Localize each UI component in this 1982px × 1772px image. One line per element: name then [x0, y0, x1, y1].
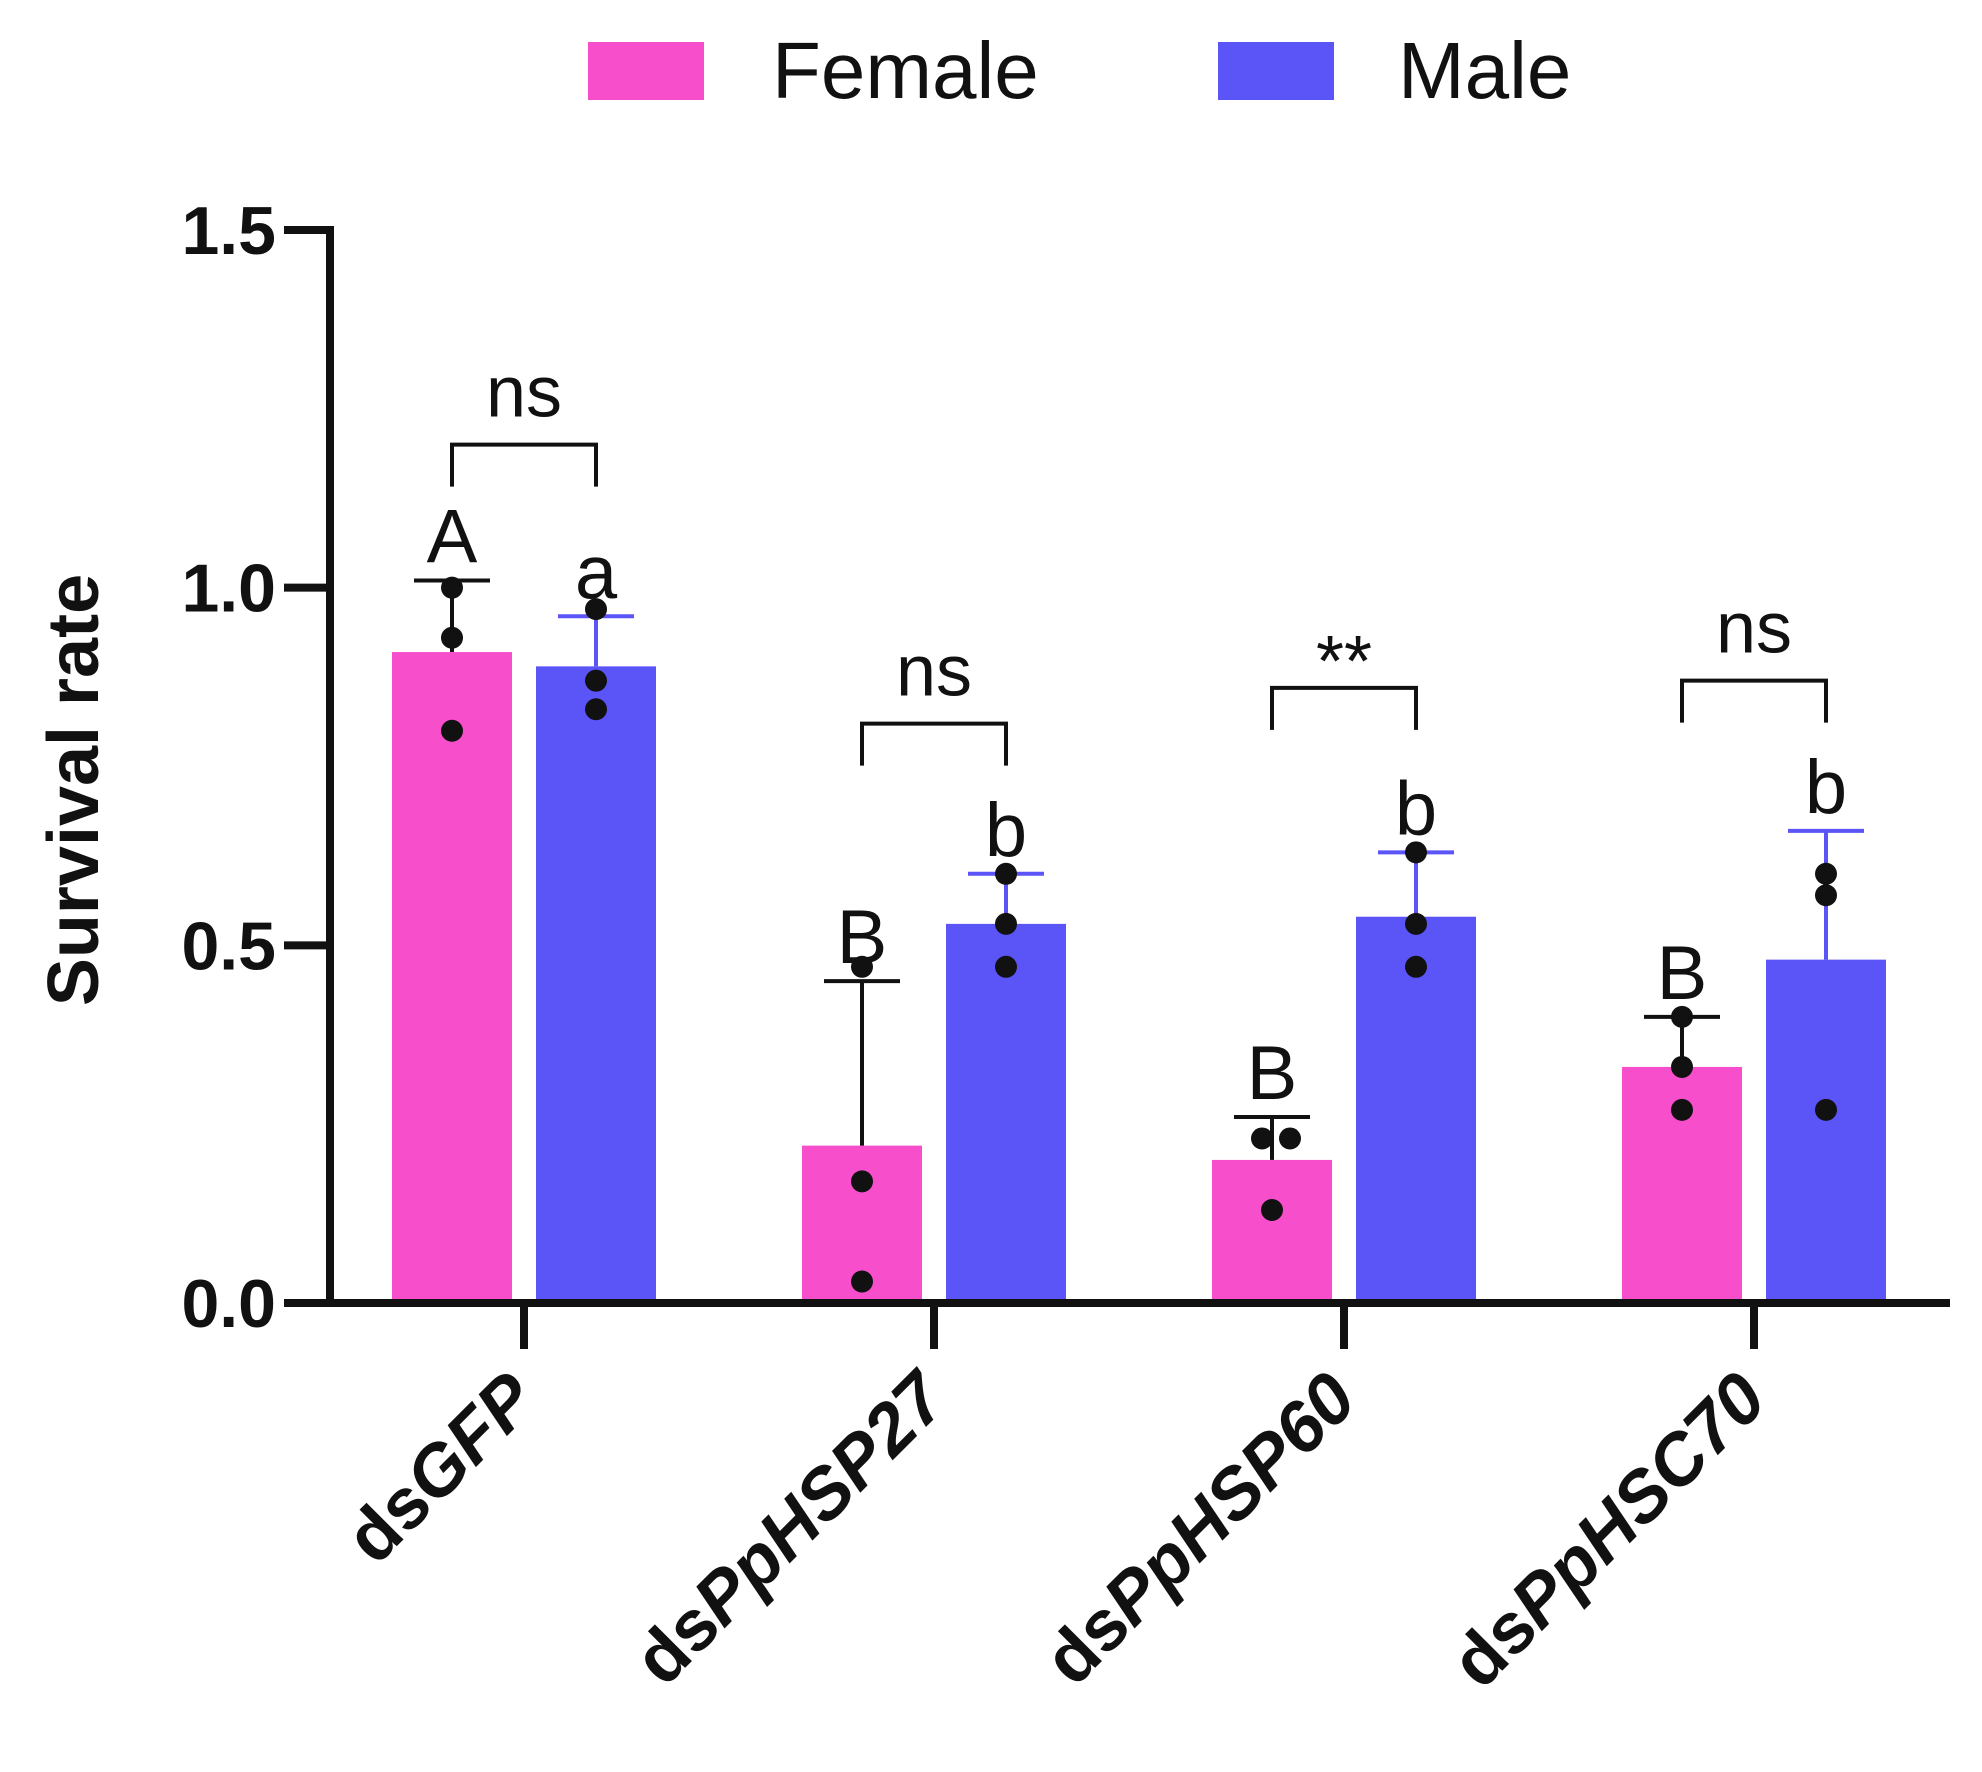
x-category-gene: PpHSP60	[1088, 1358, 1371, 1641]
bars	[392, 652, 1886, 1299]
data-point-male	[995, 955, 1017, 978]
data-point-female	[1251, 1127, 1273, 1150]
bar-male	[1766, 959, 1886, 1299]
letter-label-male: b	[1395, 766, 1437, 851]
bar-male	[1356, 916, 1476, 1299]
legend-label-male: Male	[1398, 26, 1571, 115]
data-point-female	[1261, 1199, 1283, 1222]
x-category-label: dsPpHSP27	[619, 1356, 963, 1700]
legend-swatch-female	[588, 42, 704, 100]
data-point-male	[585, 669, 607, 692]
data-point-male	[1405, 955, 1427, 978]
y-axis: 0.0 0.5 1.0 1.5	[181, 193, 334, 1342]
x-axis	[326, 1299, 1950, 1349]
significance-bracket	[1270, 685, 1418, 730]
group-letters: A B B Ba b b b	[427, 495, 1847, 1117]
significance-brackets: ns ns ** ns	[450, 353, 1828, 766]
significance-label: ns	[1716, 589, 1792, 669]
significance-bracket	[450, 442, 598, 487]
data-point-female	[1671, 1005, 1693, 1028]
x-category-gene: PpHSP27	[678, 1356, 963, 1641]
letter-label-female: B	[1247, 1031, 1298, 1116]
data-point-female	[441, 576, 463, 599]
x-category-label: dsPpHSP60	[1029, 1358, 1371, 1700]
legend: Female Male	[588, 26, 1571, 115]
bar-female	[392, 652, 512, 1299]
data-point-female	[441, 719, 463, 742]
y-tick-label: 1.0	[181, 551, 276, 627]
data-point-female	[441, 626, 463, 649]
y-tick-label: 1.5	[181, 193, 276, 269]
data-point-male	[585, 698, 607, 721]
data-point-male	[995, 912, 1017, 935]
data-point-male	[1815, 1098, 1837, 1121]
data-point-male	[1405, 841, 1427, 864]
y-tick-label: 0.0	[181, 1266, 276, 1342]
y-axis-label: Survival rate	[34, 574, 114, 1006]
data-points	[441, 576, 1837, 1293]
x-category-gene: PpHSC70	[1496, 1358, 1782, 1644]
data-point-male	[1405, 912, 1427, 935]
x-category-label: dsPpHSC70	[1436, 1358, 1781, 1703]
significance-label: **	[1316, 622, 1372, 702]
bar-male	[946, 923, 1066, 1299]
legend-label-female: Female	[772, 26, 1039, 115]
significance-bracket	[1680, 678, 1828, 723]
legend-swatch-male	[1218, 42, 1334, 100]
significance-label: ns	[486, 353, 562, 433]
letter-label-female: B	[1657, 931, 1708, 1016]
data-point-male	[995, 862, 1017, 885]
letter-label-female: A	[427, 495, 478, 580]
significance-bracket	[860, 721, 1008, 766]
data-point-female	[1671, 1098, 1693, 1121]
letter-label-male: b	[1805, 745, 1847, 830]
y-tick-label: 0.5	[181, 908, 276, 984]
x-category-label: dsGFP	[331, 1357, 552, 1578]
data-point-male	[585, 598, 607, 621]
data-point-male	[1815, 862, 1837, 885]
bar-female	[1212, 1159, 1332, 1299]
data-point-female	[1279, 1127, 1301, 1150]
data-point-female	[851, 955, 873, 978]
bar-male	[536, 666, 656, 1299]
data-point-female	[851, 1170, 873, 1193]
letter-label-male: b	[985, 788, 1027, 873]
significance-label: ns	[896, 632, 972, 712]
letter-label-male: a	[575, 530, 618, 615]
letter-label-female: B	[837, 895, 888, 980]
data-point-female	[1671, 1055, 1693, 1078]
data-point-female	[851, 1270, 873, 1293]
data-point-male	[1815, 884, 1837, 907]
